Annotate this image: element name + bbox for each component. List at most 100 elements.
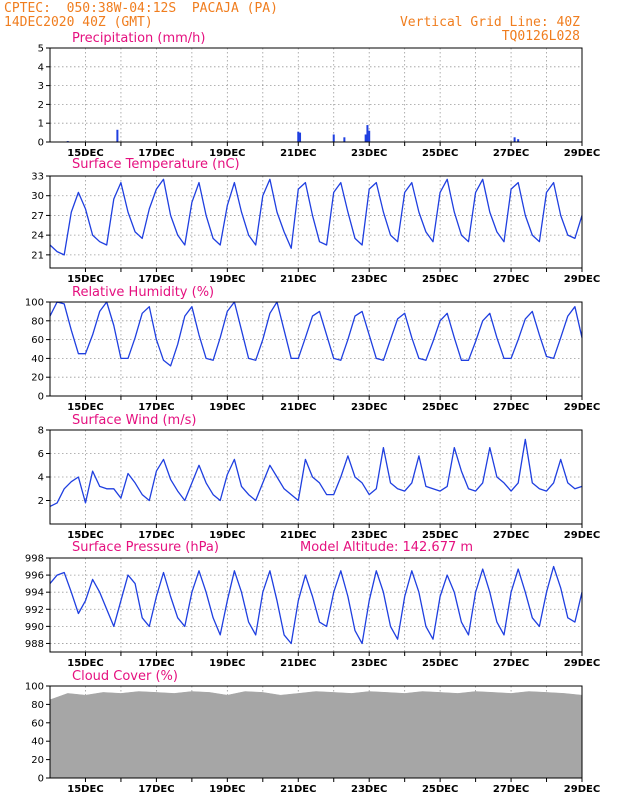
precip-bar [368,130,371,142]
xtick-label: 25DEC [422,274,458,285]
ytick-label: 4 [38,62,44,73]
xtick-label: 15DEC [67,148,103,159]
xtick-label: 19DEC [209,658,245,669]
rh-series-line [49,301,583,367]
xtick-label: 23DEC [351,148,387,159]
xtick-label: 23DEC [351,530,387,541]
panel-frame [49,175,583,269]
panel-frame [49,301,583,397]
ytick-label: 996 [25,571,44,582]
panel-temp: 21 24 27 30 33 15DEC 17DEC 19DEC 21DEC 23DEC 25DEC… [31,157,600,285]
ytick-label: 992 [25,605,44,616]
precip-bar [364,134,367,142]
xtick-label: 27DEC [493,148,529,159]
xtick-label: 19DEC [209,784,245,795]
ytick-label: 20 [31,373,44,384]
xtick-label: 23DEC [351,658,387,669]
xtick-label: 29DEC [564,530,600,541]
ytick-label: 990 [25,622,44,633]
ytick-label: 2 [38,496,44,507]
wind-series-line [49,438,583,507]
xtick-label: 17DEC [138,148,174,159]
precip-bar [116,129,119,142]
ytick-label: 30 [31,191,44,202]
precip-bar [297,131,300,142]
panel-title: Relative Humidity (%) [72,285,214,300]
precip-bar [332,134,335,142]
precip-bar [517,139,520,142]
xtick-label: 17DEC [138,784,174,795]
ytick-label: 60 [31,335,44,346]
ytick-label: 27 [31,211,44,222]
panel-rh: 0 20 40 60 80 100 15DEC 17DEC 19DEC 21DEC 23DEC 25D… [25,285,600,413]
xtick-label: 17DEC [138,274,174,285]
header-right-line1: Vertical Grid Line: 40Z [399,15,580,30]
ytick-label: 60 [31,718,44,729]
xtick-label: 25DEC [422,402,458,413]
panel-title: Surface Temperature (nC) [72,157,240,172]
xtick-label: 15DEC [67,784,103,795]
panel-precip: 0 1 2 3 4 5 15DEC 17DEC 19DEC 21DEC 23DEC 25DEC 27DE… [38,31,601,159]
panel-frame [49,685,583,779]
ytick-label: 40 [31,737,44,748]
ytick-label: 100 [25,682,44,693]
header-left-line2: 14DEC2020 40Z (GMT) [4,15,153,30]
xtick-label: 19DEC [209,402,245,413]
pres-series-line [49,565,583,645]
ytick-label: 2 [38,100,44,111]
precip-bar [513,137,516,142]
xtick-label: 21DEC [280,402,316,413]
ytick-label: 33 [31,172,44,183]
xtick-label: 25DEC [422,530,458,541]
model-altitude-label: Model Altitude: 142.677 m [300,540,473,555]
xtick-label: 29DEC [564,784,600,795]
xtick-label: 21DEC [280,658,316,669]
header-right-line2: TQ0126L028 [501,29,580,44]
panel-title: Precipitation (mm/h) [72,31,205,46]
xtick-label: 27DEC [493,274,529,285]
ytick-label: 998 [25,554,44,565]
xtick-label: 15DEC [67,402,103,413]
xtick-label: 27DEC [493,402,529,413]
ytick-label: 4 [38,473,44,484]
xtick-label: 27DEC [493,658,529,669]
xtick-label: 21DEC [280,148,316,159]
xtick-label: 29DEC [564,658,600,669]
panel-title: Surface Wind (m/s) [72,413,196,428]
xtick-label: 17DEC [138,402,174,413]
xtick-label: 21DEC [280,530,316,541]
xtick-label: 27DEC [493,530,529,541]
xtick-label: 25DEC [422,148,458,159]
panel-title: Surface Pressure (hPa) [72,540,219,555]
xtick-label: 15DEC [67,658,103,669]
header-left-line1: CPTEC: 050:38W-04:12S PACAJA (PA) [4,1,278,16]
panel-cloud: 0 20 40 60 80 100 15DEC 17DEC 19DEC 21DEC 23DEC 25D… [25,669,600,795]
xtick-label: 19DEC [209,530,245,541]
ytick-label: 100 [25,298,44,309]
ytick-label: 0 [38,774,44,785]
panel-frame [49,557,583,653]
xtick-label: 29DEC [564,148,600,159]
xtick-label: 19DEC [209,274,245,285]
precip-bar [343,137,346,142]
xtick-label: 21DEC [280,274,316,285]
ytick-label: 994 [25,588,44,599]
ytick-label: 988 [25,639,44,650]
ytick-label: 0 [38,138,44,149]
xtick-label: 23DEC [351,274,387,285]
xtick-label: 27DEC [493,784,529,795]
ytick-label: 20 [31,755,44,766]
xtick-label: 25DEC [422,658,458,669]
panel-wind: 2 4 6 8 15DEC 17DEC 19DEC 21DEC 23DEC 25DEC 27DEC 2… [38,413,601,541]
ytick-label: 24 [31,231,44,242]
ytick-label: 80 [31,316,44,327]
panel-title: Cloud Cover (%) [72,669,178,684]
ytick-label: 0 [38,392,44,403]
xtick-label: 23DEC [351,402,387,413]
xtick-label: 15DEC [67,530,103,541]
ytick-label: 8 [38,426,44,437]
ytick-label: 40 [31,354,44,365]
panel-frame [49,429,583,525]
ytick-label: 80 [31,700,44,711]
